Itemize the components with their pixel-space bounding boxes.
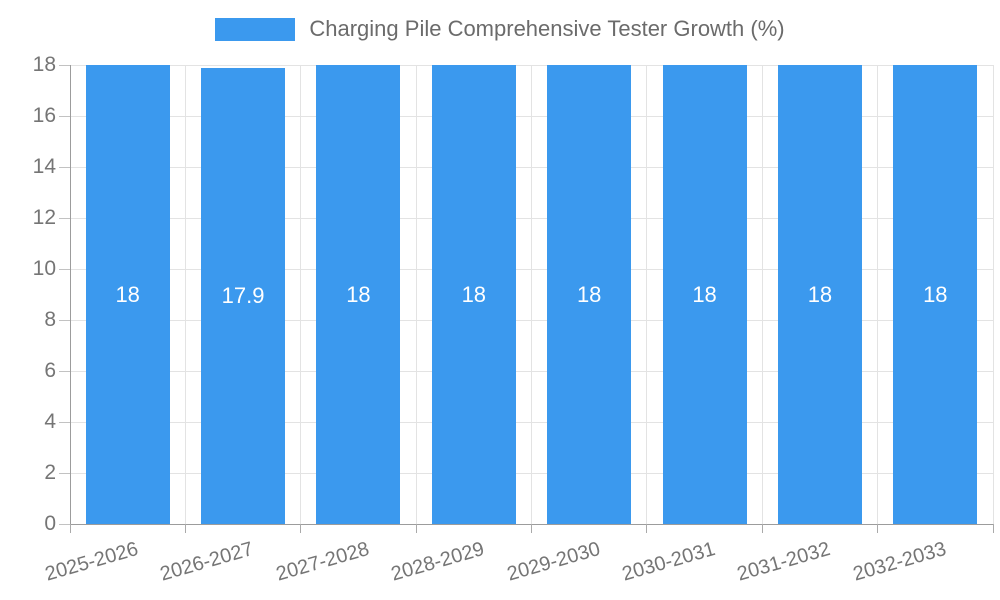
bar-value-label: 18 [115,281,140,307]
x-tick-mark [415,524,417,533]
y-tick-mark [59,268,70,270]
y-tick-label: 6 [44,359,56,382]
bar-value-label: 18 [692,281,717,307]
y-tick-label: 12 [32,206,56,229]
y-tick-mark [59,472,70,474]
bar-2028-2029[interactable] [431,65,516,524]
y-tick-label: 2 [44,461,56,484]
bar-2029-2030[interactable] [547,65,632,524]
x-tick-mark [531,524,532,533]
y-tick-mark [59,64,70,66]
y-tick-mark [59,319,70,321]
y-tick-label: 16 [32,104,56,127]
legend-item[interactable]: Charging Pile Comprehensive Tester Growt… [0,16,1000,42]
x-tick-label: 2025-2026 [42,538,141,586]
x-tick-label: 2026-2027 [158,538,257,586]
legend-swatch [215,17,296,41]
y-tick-mark [59,421,70,423]
x-gridline [646,65,648,524]
x-gridline [992,65,994,524]
x-tick-mark [646,524,648,533]
bar-value-label: 18 [576,281,602,307]
y-tick-label: 14 [32,155,56,178]
y-tick-label: 8 [44,308,56,331]
y-tick-mark [59,523,70,525]
y-tick-label: 0 [44,512,56,535]
x-tick-label: 2029-2030 [504,538,603,586]
x-tick-mark [992,524,994,533]
y-tick-mark [59,115,70,117]
y-tick-mark [59,370,70,372]
x-tick-label: 2031-2032 [734,538,834,586]
x-tick-mark [761,524,763,533]
bar-2026-2027[interactable] [201,67,286,524]
bar-value-label: 18 [346,281,371,307]
x-tick-mark [300,524,302,533]
bar-value-label: 18 [807,281,833,307]
x-tick-label: 2027-2028 [273,538,372,586]
x-tick-mark [69,524,71,533]
x-gridline [415,65,417,524]
y-tick-label: 4 [44,410,56,433]
bar-2030-2031[interactable] [662,65,747,524]
bar-2025-2026[interactable] [85,65,170,524]
bar-value-label: 18 [923,281,948,307]
legend-label: Charging Pile Comprehensive Tester Growt… [309,16,785,41]
y-tick-label: 18 [32,53,56,76]
x-tick-label: 2032-2033 [850,538,949,586]
bar-value-label: 17.9 [221,282,265,308]
bar-2031-2032[interactable] [777,65,862,524]
x-gridline [300,65,302,524]
x-tick-mark [877,524,879,533]
x-tick-label: 2028-2029 [388,538,487,586]
x-gridline [761,65,763,524]
y-tick-mark [59,217,70,219]
y-tick-mark [59,166,70,168]
x-gridline [184,65,186,524]
x-tick-mark [184,524,186,533]
y-tick-label: 10 [32,257,56,280]
x-gridline [877,65,879,524]
bar-value-label: 18 [461,281,487,307]
x-gridline [531,65,532,524]
bar-2027-2028[interactable] [316,65,401,524]
y-axis-line [69,65,71,525]
bar-2032-2033[interactable] [893,65,978,524]
x-tick-label: 2030-2031 [619,538,718,586]
